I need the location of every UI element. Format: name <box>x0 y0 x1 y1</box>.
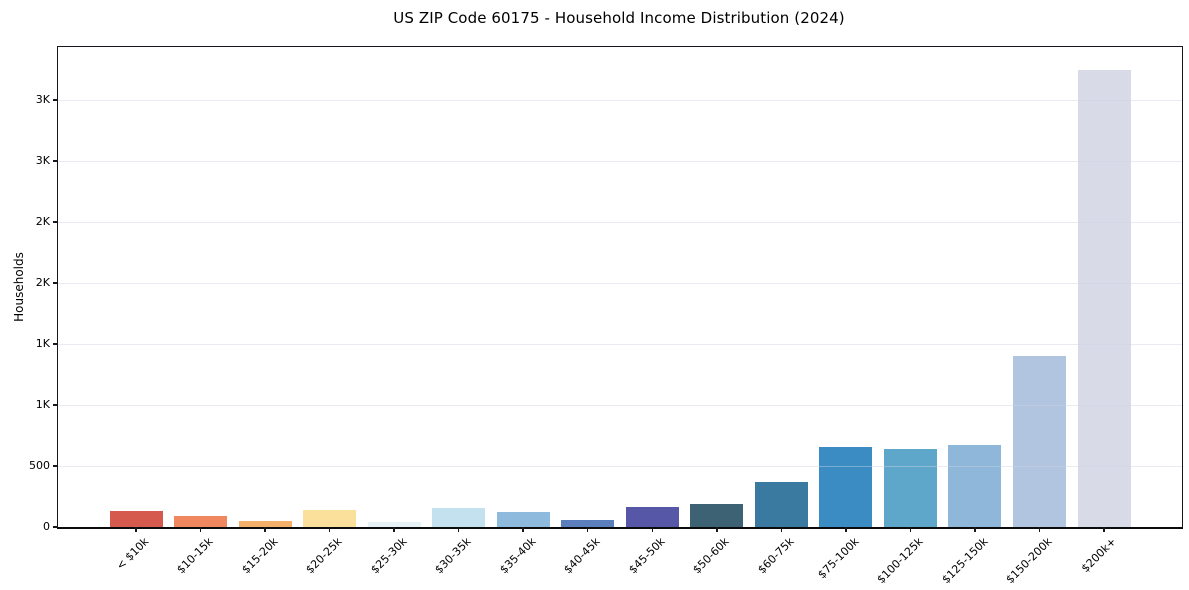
x-tick-label: $150-200k <box>1003 535 1055 587</box>
bar-75-100k <box>819 447 873 527</box>
y-tick <box>53 99 58 101</box>
x-tick <box>522 527 524 532</box>
x-tick-label: $50-60k <box>690 535 733 577</box>
bar-35-40k <box>496 512 550 527</box>
y-tick-label: 500 <box>29 459 50 472</box>
y-tick-label: 0 <box>43 520 50 533</box>
bar-40-45k <box>561 520 615 527</box>
y-tick-label: 1K <box>35 337 50 351</box>
bar-60-75k <box>754 482 808 527</box>
y-tick <box>53 221 58 223</box>
y-tick <box>53 404 58 406</box>
x-tick-label: $15-20k <box>239 535 281 577</box>
bar-10k <box>109 511 163 527</box>
x-tick-label: $35-40k <box>497 535 539 577</box>
y-tick <box>53 465 58 467</box>
bar-200k <box>1077 69 1131 527</box>
y-tick-label: 3K <box>35 93 50 107</box>
gridline <box>58 222 1182 224</box>
bar-100-125k <box>883 448 937 527</box>
y-tick-label: 1K <box>35 398 50 412</box>
x-tick-label: $100-125k <box>874 535 926 587</box>
x-tick <box>586 527 589 532</box>
y-tick <box>53 526 58 528</box>
x-tick <box>845 527 847 532</box>
bar-10-15k <box>174 516 228 527</box>
bar-45-50k <box>625 507 679 527</box>
x-tick <box>1038 527 1041 532</box>
x-tick-label: $45-50k <box>626 535 668 577</box>
x-tick-label: $20-25k <box>303 535 345 577</box>
bar-125-150k <box>948 444 1002 527</box>
bar-30-35k <box>432 508 486 527</box>
x-tick <box>135 527 137 532</box>
x-tick <box>264 527 266 532</box>
chart-title: US ZIP Code 60175 - Household Income Dis… <box>393 9 845 27</box>
y-tick-label: 2K <box>35 276 50 290</box>
x-tick-label: < $10k <box>113 535 152 573</box>
x-tick-label: $75-100k <box>814 535 862 582</box>
x-tick-label: $30-35k <box>432 535 474 577</box>
gridline <box>58 283 1182 285</box>
x-tick <box>974 527 976 532</box>
bar-50-60k <box>690 504 744 527</box>
x-tick-label: $10-15k <box>174 535 216 577</box>
y-tick-label: 3K <box>35 154 50 168</box>
x-tick-label: $25-30k <box>368 535 410 577</box>
x-tick <box>199 527 202 532</box>
bar-20-25k <box>303 509 357 527</box>
bar-150-200k <box>1012 356 1066 527</box>
gridline <box>58 100 1182 102</box>
gridline <box>58 405 1182 407</box>
x-tick <box>1103 527 1105 532</box>
gridline <box>58 344 1182 346</box>
gridline <box>58 466 1182 467</box>
y-tick <box>53 282 58 284</box>
gridline <box>58 161 1182 163</box>
x-tick-label: $200k+ <box>1079 535 1120 576</box>
x-tick <box>457 527 460 532</box>
x-tick <box>780 527 783 532</box>
bar-15-20k <box>238 520 292 527</box>
y-tick <box>53 160 58 162</box>
x-tick <box>328 527 331 532</box>
y-tick <box>53 343 58 345</box>
plot-area: 0 500 1K 1K 2K 2K 3K 3K < $10k $10-15k $15-20k $20-… <box>29 46 1183 586</box>
x-tick <box>651 527 654 532</box>
bar-25-30k <box>367 522 421 527</box>
x-tick <box>393 527 395 532</box>
x-tick-label: $125-150k <box>938 535 991 587</box>
x-tick <box>716 527 718 532</box>
x-tick-label: $40-45k <box>561 535 603 577</box>
x-tick <box>909 527 912 532</box>
x-tick-label: $60-75k <box>755 535 797 577</box>
y-tick-label: 2K <box>35 215 50 229</box>
